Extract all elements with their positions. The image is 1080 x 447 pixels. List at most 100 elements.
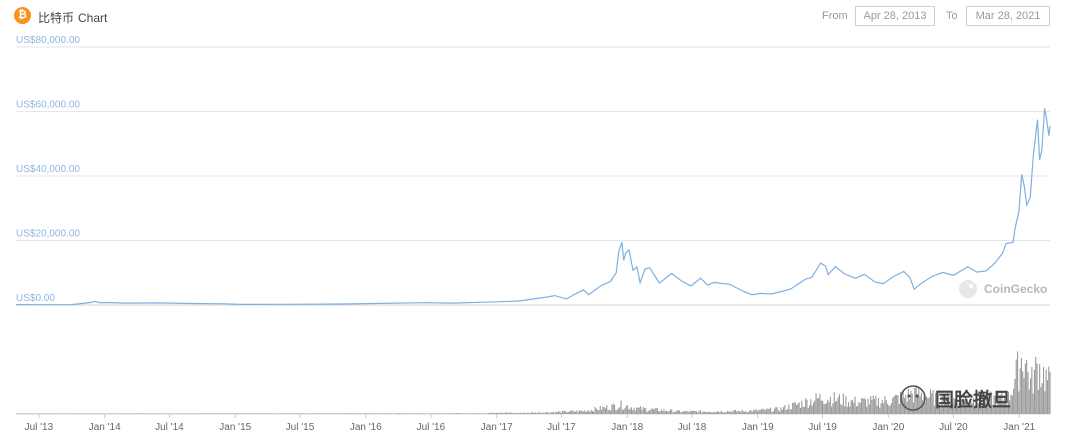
volume-bar <box>417 413 419 414</box>
volume-bar <box>117 413 119 414</box>
volume-bar <box>541 412 543 414</box>
volume-bar <box>35 413 37 414</box>
volume-bar <box>17 413 19 414</box>
volume-bar <box>242 413 244 414</box>
volume-bar <box>190 413 192 414</box>
volume-bar <box>617 408 619 414</box>
volume-bar <box>160 413 162 414</box>
x-tick-label: Jan '17 <box>481 422 513 433</box>
volume-bar <box>818 398 820 414</box>
volume-bar <box>166 413 168 414</box>
volume-bar <box>378 413 380 414</box>
volume-bar <box>45 413 47 414</box>
volume-bar <box>503 412 505 414</box>
volume-bar <box>198 413 200 414</box>
volume-bar <box>790 409 792 414</box>
volume-bar <box>946 393 948 414</box>
volume-bar <box>788 404 790 414</box>
volume-bar <box>649 410 651 414</box>
volume-bar <box>944 400 946 414</box>
volume-bar <box>642 406 644 414</box>
volume-bar <box>87 413 89 414</box>
volume-bar <box>402 413 404 414</box>
volume-bar <box>521 413 523 414</box>
volume-bar <box>276 413 278 414</box>
volume-bar <box>212 413 214 414</box>
volume-bar <box>560 412 562 414</box>
volume-bar <box>342 413 344 414</box>
volume-bar <box>51 413 53 414</box>
volume-bar <box>504 412 506 414</box>
coingecko-watermark: CoinGecko <box>959 280 1047 298</box>
volume-bar <box>703 411 705 414</box>
volume-bar <box>387 413 389 414</box>
volume-bar <box>786 409 788 414</box>
volume-bar <box>18 413 20 414</box>
volume-bar <box>880 403 882 414</box>
volume-bar <box>881 400 883 414</box>
volume-bar <box>259 413 261 414</box>
volume-bar <box>716 411 718 414</box>
volume-bar <box>313 413 315 414</box>
volume-bar <box>471 413 473 414</box>
volume-bar <box>39 413 41 414</box>
volume-bar <box>1005 402 1007 414</box>
volume-bar <box>949 405 951 414</box>
volume-bar <box>976 403 978 414</box>
volume-bar <box>454 413 456 414</box>
volume-bar <box>780 407 782 414</box>
volume-bar <box>493 412 495 414</box>
volume-bar <box>965 397 967 414</box>
volume-bar <box>931 393 933 414</box>
volume-bar <box>547 412 549 414</box>
volume-bar <box>329 413 331 414</box>
volume-bar <box>222 413 224 414</box>
volume-bar <box>1015 359 1017 414</box>
volume-bar <box>519 413 521 414</box>
volume-bar <box>597 410 599 414</box>
volume-bar <box>350 413 352 414</box>
volume-bar <box>854 396 856 414</box>
volume-bar <box>858 401 860 414</box>
volume-bar <box>581 410 583 414</box>
volume-bar <box>920 392 922 414</box>
volume-bar <box>697 412 699 414</box>
volume-bar <box>812 402 814 414</box>
volume-bar <box>590 409 592 414</box>
volume-bar <box>887 403 889 414</box>
to-date-input[interactable]: Mar 28, 2021 <box>966 6 1050 26</box>
volume-bar <box>104 413 106 414</box>
volume-bar <box>464 413 466 414</box>
volume-bar <box>112 413 114 414</box>
volume-bar <box>186 413 188 414</box>
volume-bar <box>395 413 397 414</box>
volume-bar <box>937 403 939 414</box>
volume-bar <box>833 392 835 414</box>
volume-bar <box>127 413 129 414</box>
volume-bar <box>175 413 177 414</box>
to-label: To <box>946 10 958 22</box>
volume-bar <box>48 413 50 414</box>
volume-bar <box>705 411 707 414</box>
volume-bar <box>673 411 675 414</box>
volume-bar <box>693 410 695 414</box>
volume-bar <box>1006 404 1008 414</box>
volume-bar <box>1001 391 1003 414</box>
volume-bar <box>811 405 813 414</box>
volume-bar <box>118 413 120 414</box>
volume-bar <box>148 413 150 414</box>
volume-bar <box>88 413 90 414</box>
volume-bar <box>746 412 748 414</box>
volume-bar <box>1018 391 1020 414</box>
volume-bar <box>286 413 288 414</box>
volume-bar <box>452 413 454 414</box>
volume-bar <box>29 413 31 414</box>
volume-bar <box>564 410 566 414</box>
volume-bar <box>975 406 977 414</box>
volume-bar <box>135 413 137 414</box>
volume-bar <box>424 413 426 414</box>
coin-name: 比特币 <box>38 11 75 25</box>
from-date-input[interactable]: Apr 28, 2013 <box>855 6 935 26</box>
volume-bar <box>68 413 70 414</box>
